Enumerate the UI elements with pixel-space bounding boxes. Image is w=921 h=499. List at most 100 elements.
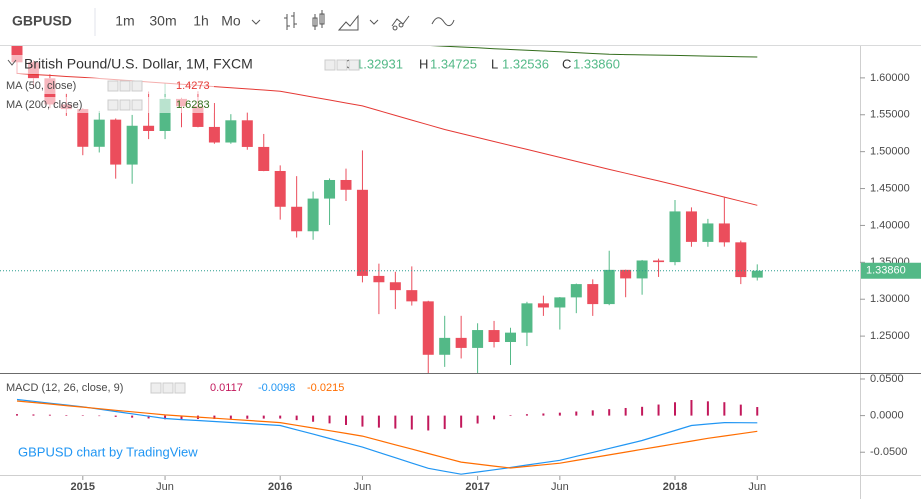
legend-action-icon	[107, 80, 119, 92]
legend-action-icon	[131, 80, 143, 92]
macd-histogram-bar	[542, 413, 545, 416]
current-price-tag	[861, 262, 921, 279]
candle-body	[241, 120, 253, 147]
macd-histogram-bar	[65, 415, 68, 416]
toolbar	[0, 0, 921, 45]
macd-histogram-bar	[147, 415, 150, 419]
macd-legend-name: MACD (12, 26, close, 9)	[6, 382, 123, 394]
candle-body	[373, 275, 385, 283]
candle-body	[669, 211, 681, 263]
candle-body	[126, 125, 138, 165]
legend-action-icon	[150, 382, 162, 394]
x-tick-label: Jun	[551, 481, 569, 493]
candle-body	[93, 119, 105, 147]
candle-body	[439, 337, 451, 355]
macd-histogram-bar	[460, 415, 463, 428]
macd-histogram-bar	[493, 415, 496, 420]
chart-title: British Pound/U.S. Dollar, 1M, FXCM	[24, 56, 253, 72]
macd-y-tick-label: 0.0500	[870, 373, 904, 385]
candle-body	[521, 303, 533, 333]
macd-histogram-bar	[164, 415, 167, 420]
candle-body	[537, 303, 549, 308]
macd-histogram-bar	[328, 415, 331, 424]
candle-body	[653, 260, 665, 263]
macd-histogram-bar	[427, 415, 430, 431]
macd-histogram-bar	[657, 404, 660, 416]
macd-histogram-bar	[262, 415, 265, 419]
candle-body	[143, 125, 155, 131]
interval-group: 1m 30m 1h Mo	[115, 13, 241, 29]
legend-action-icon	[174, 382, 186, 394]
macd-histogram-bar	[16, 414, 18, 416]
macd-histogram-bar	[131, 415, 134, 418]
candle-body	[488, 330, 500, 343]
x-tick-label: 2017	[465, 481, 489, 493]
symbol[interactable]: GBPUSD	[12, 13, 72, 29]
macd-histogram-bar	[509, 415, 512, 416]
y-tick-label: 1.60000	[870, 72, 910, 84]
interval-button[interactable]: 1m	[115, 13, 134, 29]
legend-action-icon	[119, 99, 131, 111]
candle-body	[406, 290, 418, 302]
macd-histogram-bar	[443, 415, 446, 430]
candle-body	[110, 119, 122, 165]
interval-button[interactable]: 1h	[193, 13, 209, 29]
macd-histogram-bar	[525, 414, 528, 416]
ma-legend-name: MA (50, close)	[6, 80, 76, 92]
macd-histogram-bar	[48, 414, 51, 416]
chart-style-icons[interactable]	[284, 10, 455, 31]
candle-body	[751, 270, 763, 278]
x-tick-label: Jun	[156, 481, 174, 493]
candle-body	[291, 206, 303, 232]
macd-histogram-bar	[377, 415, 380, 428]
dropdown-icon[interactable]	[251, 19, 261, 25]
ma-legend-value: 1.6283	[176, 99, 210, 111]
ohlc-value: 1.32931	[356, 56, 403, 71]
moving-average-line	[430, 46, 758, 58]
candle-body	[685, 211, 697, 242]
overlays: British Pound/U.S. Dollar, 1M, FXCMO1.32…	[4, 55, 624, 459]
interval-button[interactable]: 30m	[149, 13, 176, 29]
y-tick-label: 1.45000	[870, 182, 910, 194]
candle-body	[274, 170, 286, 207]
legend-action-icon	[107, 99, 119, 111]
macd-value: -0.0098	[258, 382, 295, 394]
macd-histogram-bar	[246, 415, 249, 419]
candle-body	[620, 269, 632, 279]
macd-histogram-bar	[624, 407, 627, 416]
y-tick-label: 1.40000	[870, 219, 910, 231]
x-tick-label: Jun	[748, 481, 766, 493]
macd-histogram-bar	[739, 404, 742, 416]
ma-legend-value: 1.4273	[176, 80, 210, 92]
candle-body	[11, 46, 23, 63]
macd-histogram-bar	[213, 415, 216, 419]
candle-body	[208, 126, 220, 143]
candle-body	[455, 337, 467, 348]
macd-histogram-bar	[345, 415, 347, 425]
macd-histogram-bar	[608, 409, 611, 416]
macd-histogram-bar	[394, 415, 397, 429]
macd-line	[16, 400, 758, 469]
macd-histogram-bar	[591, 410, 594, 416]
legend-bg	[4, 55, 624, 74]
candle-body	[225, 120, 237, 143]
ohlc-prefix: H	[419, 56, 428, 71]
x-tick-label: 2018	[663, 481, 687, 493]
macd-histogram-bar	[114, 415, 117, 417]
main-pane	[0, 46, 860, 373]
macd-histogram-bar	[81, 415, 84, 416]
macd-y-tick-label: -0.0500	[870, 446, 907, 458]
ohlc-prefix: C	[562, 56, 571, 71]
macd-histogram-bar	[32, 414, 35, 416]
macd-histogram-bar	[312, 415, 315, 422]
macd-line	[16, 398, 758, 475]
macd-histogram-bar	[706, 401, 709, 416]
macd-histogram-bar	[279, 415, 282, 419]
y-tick-label: 1.30000	[870, 293, 910, 305]
candle-body	[422, 301, 434, 355]
interval-button[interactable]: Mo	[221, 13, 241, 29]
legend-action-icon	[336, 59, 348, 71]
macd-histogram-bar	[361, 415, 364, 427]
legend-action-icon	[131, 99, 143, 111]
